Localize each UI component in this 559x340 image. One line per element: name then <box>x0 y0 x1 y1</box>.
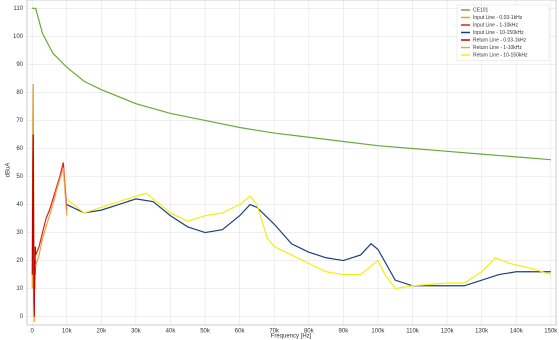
x-tick-label: 30k <box>131 329 142 335</box>
series-line <box>35 167 68 267</box>
y-tick-label: 40 <box>16 202 23 208</box>
series-line <box>66 192 551 290</box>
y-tick-label: 110 <box>13 6 23 12</box>
x-tick-label: 60k <box>235 329 246 335</box>
x-tick-label: 20k <box>96 329 107 335</box>
x-tick-label: 130k <box>475 329 489 335</box>
x-tick-label: 50k <box>200 329 211 335</box>
x-tick-label: 10k <box>62 329 73 335</box>
plot-frame <box>26 0 557 326</box>
y-tick-label: 20 <box>16 258 23 264</box>
y-axis-label: dBuA <box>6 163 12 178</box>
legend-label: Return Line - 1-10kHz <box>473 45 522 51</box>
x-tick-label: 0 <box>31 329 35 335</box>
y-tick-label: 60 <box>16 146 23 152</box>
y-tick-label: 70 <box>16 118 23 124</box>
x-tick-label: 150k <box>544 329 558 335</box>
legend-label: CE101 <box>473 7 489 13</box>
x-tick-label: 100k <box>371 329 385 335</box>
x-tick-label: 80k <box>304 329 315 335</box>
legend-label: Input Line - 0.03-1kHz <box>473 15 523 21</box>
x-tick-label: 70k <box>269 329 280 335</box>
series-line <box>66 198 551 287</box>
x-tick-label: 110k <box>406 329 420 335</box>
x-tick-label: 120k <box>441 329 455 335</box>
y-tick-label: 50 <box>16 174 23 180</box>
y-tick-label: 80 <box>16 90 23 96</box>
legend-label: Return Line - 10-150kHz <box>473 52 528 58</box>
legend-label: Return Line - 0.03-1kHz <box>473 37 527 43</box>
x-tick-label: 40k <box>166 329 177 335</box>
y-tick-label: 30 <box>16 230 23 236</box>
y-tick-label: 0 <box>20 314 24 320</box>
legend-label: Input Line - 10-150kHz <box>473 30 524 36</box>
y-tick-label: 90 <box>16 62 23 68</box>
series-line <box>31 134 37 317</box>
x-axis-label: Frequency [Hz] <box>271 334 312 340</box>
y-tick-label: 100 <box>13 34 24 40</box>
series-line <box>35 162 68 256</box>
y-tick-label: 10 <box>16 286 23 292</box>
legend-label: Input Line - 1-10kHz <box>473 22 519 28</box>
x-tick-label: 90k <box>339 329 350 335</box>
legend-box <box>456 4 550 61</box>
series-line <box>32 7 551 161</box>
x-tick-label: 140k <box>510 329 524 335</box>
